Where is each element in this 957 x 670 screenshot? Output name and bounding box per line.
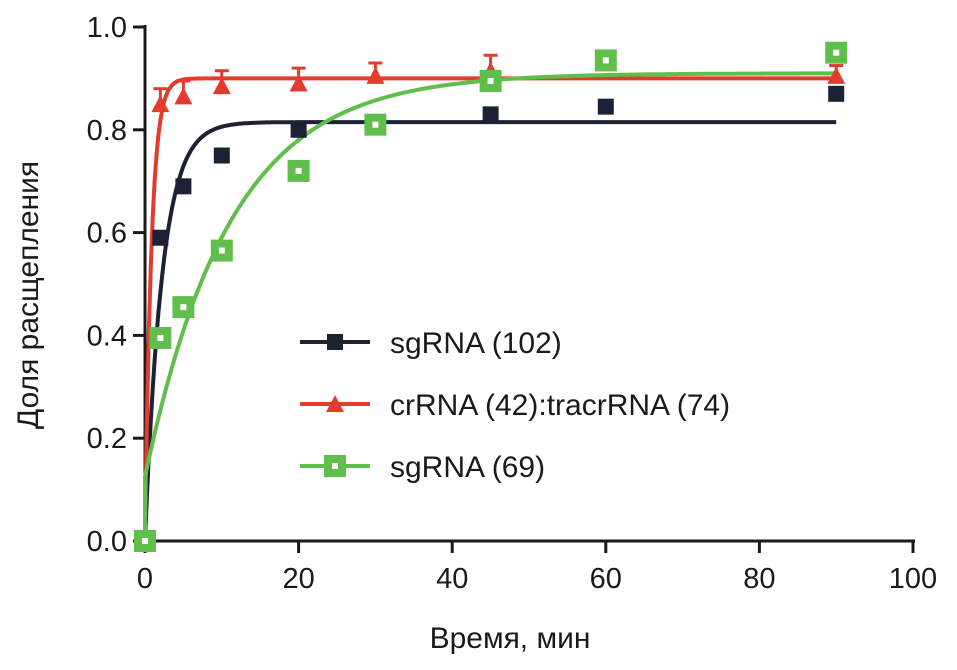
data-point [828, 85, 845, 102]
marker-hole [332, 463, 338, 469]
y-tick-label: 1.0 [87, 12, 127, 44]
data-point [152, 229, 169, 246]
data-point [134, 530, 156, 552]
marker-hole [372, 121, 379, 128]
data-point [825, 41, 848, 64]
legend-marker [324, 455, 346, 477]
legend-label: crRNA (42):tracrRNA (74) [390, 389, 730, 422]
y-tick-label: 0.0 [87, 526, 127, 558]
data-point [594, 49, 617, 72]
data-point [482, 106, 499, 123]
data-point [212, 77, 231, 95]
data-point [149, 326, 172, 349]
x-tick-label: 80 [743, 563, 775, 595]
data-point [827, 66, 846, 84]
x-axis-label: Время, мин [430, 622, 591, 655]
legend-label: sgRNA (102) [390, 327, 562, 360]
marker-hole [218, 247, 225, 254]
data-point [287, 159, 310, 182]
data-point [174, 87, 193, 105]
y-tick-label: 0.4 [87, 320, 127, 352]
data-point [366, 66, 385, 84]
data-point [290, 121, 307, 138]
legend-marker [327, 334, 343, 350]
marker-hole [157, 334, 164, 341]
legend-label: sgRNA (69) [390, 451, 545, 484]
x-tick-label: 0 [137, 563, 153, 595]
x-tick-label: 60 [590, 563, 622, 595]
data-point [151, 95, 170, 113]
marker-hole [180, 304, 187, 311]
x-tick-label: 40 [436, 563, 468, 595]
data-point [213, 147, 230, 164]
data-point [364, 113, 387, 136]
x-tick-label: 100 [889, 563, 937, 595]
marker-hole [833, 49, 840, 56]
legend-marker [326, 395, 344, 412]
marker-hole [602, 57, 609, 64]
y-axis-label: Доля расщепления [12, 161, 45, 429]
marker-hole [295, 167, 302, 174]
x-tick-label: 20 [282, 563, 314, 595]
y-tick-label: 0.6 [87, 218, 127, 250]
marker-hole [142, 538, 148, 544]
axes: 0 20 40 60 80 100 0.0 0.2 0.4 0.6 0.8 1.0 [87, 12, 938, 595]
data-points [134, 41, 848, 552]
marker-hole [487, 77, 494, 84]
data-point [210, 239, 233, 262]
legend: sgRNA (102) crRNA (42):tracrRNA (74) sgRNA… [300, 327, 730, 484]
y-tick-label: 0.2 [87, 423, 127, 455]
data-point [175, 178, 192, 195]
data-point [479, 69, 502, 92]
y-tick-label: 0.8 [87, 115, 127, 147]
data-point [597, 98, 614, 115]
data-point [289, 74, 308, 92]
data-point [172, 296, 195, 319]
